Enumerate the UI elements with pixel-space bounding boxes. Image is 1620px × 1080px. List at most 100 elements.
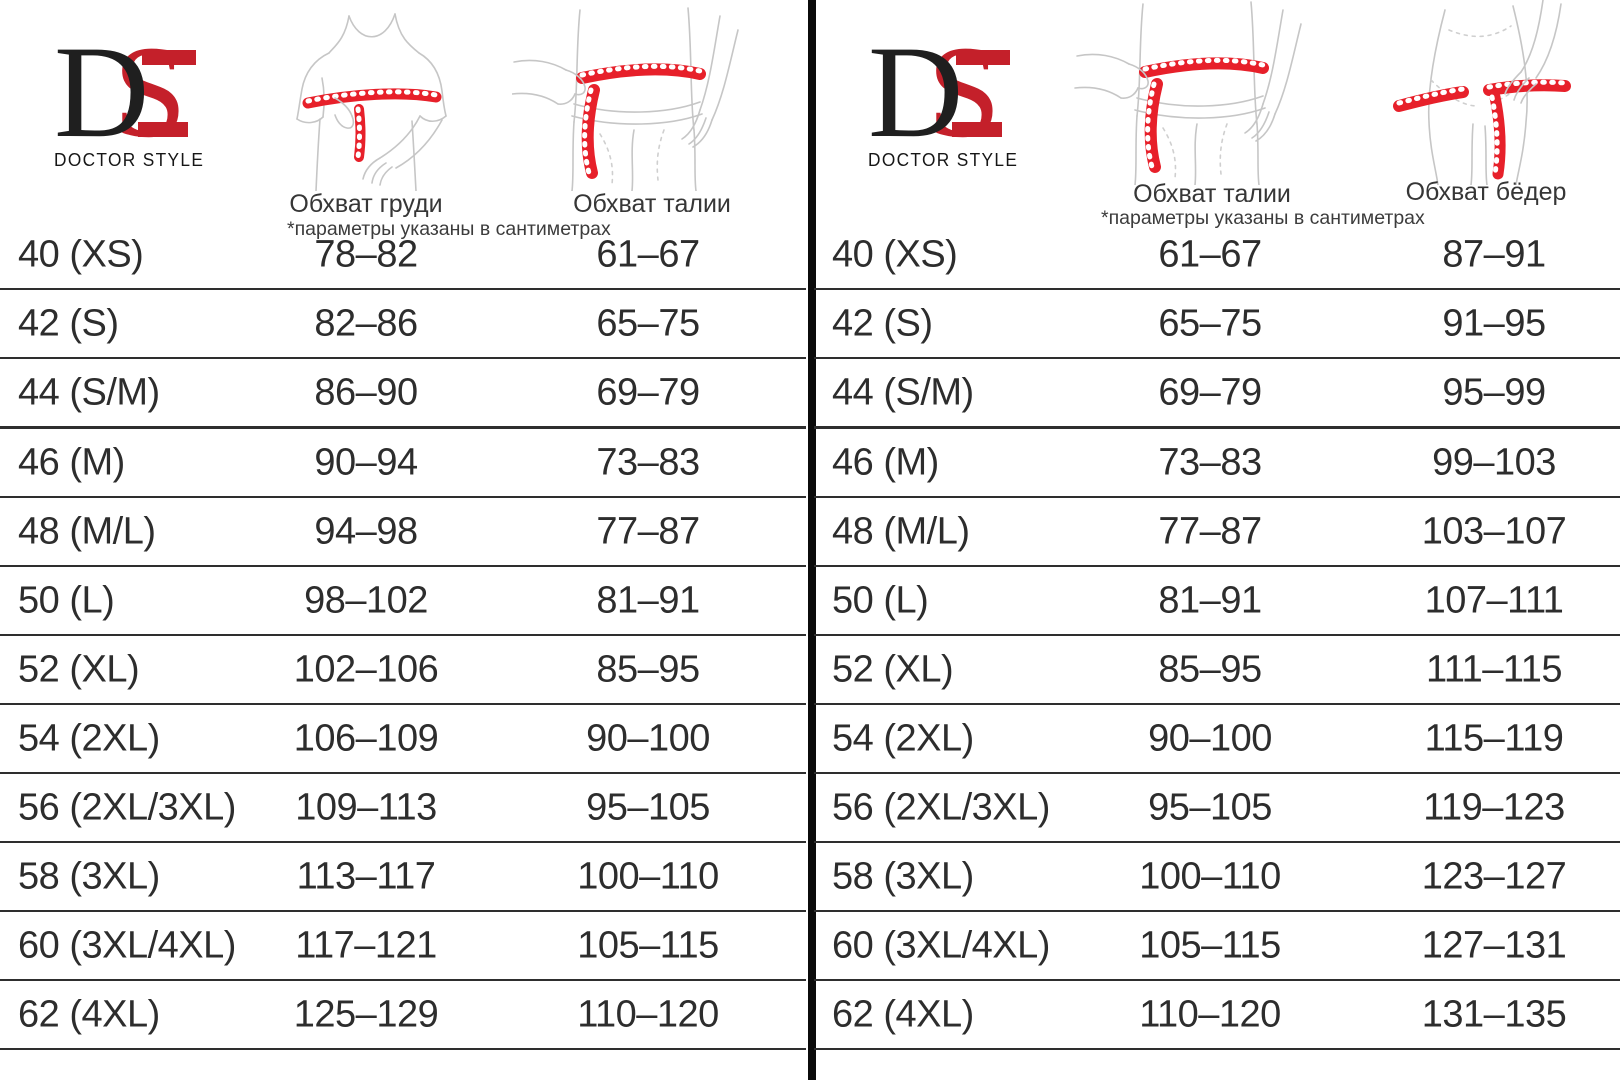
- size-label: 40 (XS): [18, 233, 144, 275]
- size-label: 50 (L): [832, 579, 929, 621]
- table-row: 56 (2XL/3XL) 109–113 95–105: [0, 774, 806, 843]
- measurement-value: 98–102: [304, 579, 428, 621]
- table-row: 50 (L) 98–102 81–91: [0, 567, 806, 636]
- table-row: 60 (3XL/4XL) 105–115 127–131: [814, 912, 1620, 981]
- measurement-value: 105–115: [1139, 924, 1281, 966]
- measurement-value: 103–107: [1421, 510, 1567, 552]
- measurement-value: 107–111: [1424, 579, 1564, 621]
- brand-name: DOCTOR STYLE: [868, 150, 1019, 170]
- table-row: 46 (M) 90–94 73–83: [0, 429, 806, 498]
- table-row: 56 (2XL/3XL) 95–105 119–123: [814, 774, 1620, 843]
- measurement-value: 65–75: [596, 302, 700, 344]
- table-row: 46 (M) 73–83 99–103: [814, 429, 1620, 498]
- measurement-value: 81–91: [1158, 579, 1262, 621]
- table-row: 44 (S/M) 69–79 95–99: [814, 359, 1620, 429]
- measurement-value: 65–75: [1158, 302, 1262, 344]
- size-table: 40 (XS) 78–82 61–67 42 (S) 82–86 65–75 44 (S/M…: [0, 221, 806, 1050]
- size-label: 58 (3XL): [18, 855, 160, 897]
- table-row: 58 (3XL) 100–110 123–127: [814, 843, 1620, 912]
- table-row: 50 (L) 81–91 107–111: [814, 567, 1620, 636]
- table-row: 40 (XS) 61–67 87–91: [814, 221, 1620, 290]
- measurement-value: 90–94: [314, 441, 418, 483]
- measurement-value: 82–86: [314, 302, 418, 344]
- brand-monogram: DS: [54, 26, 224, 158]
- measurement-value: 85–95: [596, 648, 700, 690]
- table-row: 42 (S) 65–75 91–95: [814, 290, 1620, 359]
- size-label: 48 (M/L): [18, 510, 156, 552]
- size-label: 44 (S/M): [832, 371, 974, 413]
- measurement-value: 111–115: [1426, 648, 1562, 690]
- table-row: 54 (2XL) 90–100 115–119: [814, 705, 1620, 774]
- table-row: 54 (2XL) 106–109 90–100: [0, 705, 806, 774]
- table-row: 52 (XL) 85–95 111–115: [814, 636, 1620, 705]
- table-row: 48 (M/L) 94–98 77–87: [0, 498, 806, 567]
- size-label: 56 (2XL/3XL): [832, 786, 1050, 828]
- logo-serif-block: [956, 50, 1010, 65]
- measurement-value: 94–98: [314, 510, 418, 552]
- brand-logo: DS DOCTOR STYLE: [868, 18, 1038, 171]
- measurement-value: 61–67: [1158, 233, 1262, 275]
- table-row: 58 (3XL) 113–117 100–110: [0, 843, 806, 912]
- brand-logo: DS DOCTOR STYLE: [54, 26, 224, 171]
- panel-chest-waist: DS DOCTOR STYLE Обхват груди Обхват тали…: [0, 0, 806, 1080]
- panel-divider: [808, 0, 816, 1080]
- size-label: 52 (XL): [832, 648, 954, 690]
- measurement-value: 95–105: [1148, 786, 1272, 828]
- logo-serif-block: [138, 122, 188, 137]
- measurement-value: 85–95: [1158, 648, 1262, 690]
- column-header-waist: Обхват талии: [1133, 180, 1291, 208]
- size-label: 62 (4XL): [832, 993, 974, 1035]
- measurement-value: 91–95: [1442, 302, 1546, 344]
- size-label: 46 (M): [18, 441, 125, 483]
- measurement-value: 73–83: [1158, 441, 1262, 483]
- measurement-value: 90–100: [586, 717, 710, 759]
- size-label: 58 (3XL): [832, 855, 974, 897]
- measurement-value: 69–79: [596, 371, 700, 413]
- measurement-value: 77–87: [1158, 510, 1262, 552]
- size-label: 62 (4XL): [18, 993, 160, 1035]
- waist-measurement-illustration: [1060, 0, 1320, 185]
- measurement-value: 105–115: [577, 924, 719, 966]
- table-row: 44 (S/M) 86–90 69–79: [0, 359, 806, 429]
- size-label: 60 (3XL/4XL): [832, 924, 1050, 966]
- table-row: 48 (M/L) 77–87 103–107: [814, 498, 1620, 567]
- measurement-value: 73–83: [596, 441, 700, 483]
- size-label: 42 (S): [18, 302, 119, 344]
- size-label: 50 (L): [18, 579, 115, 621]
- measurement-value: 113–117: [296, 855, 436, 897]
- measurement-value: 127–131: [1421, 924, 1567, 966]
- measurement-value: 90–100: [1148, 717, 1272, 759]
- panel-header: DS DOCTOR STYLE Обхват талии Обхват бёде…: [814, 0, 1620, 229]
- measurement-value: 106–109: [293, 717, 439, 759]
- measurement-value: 69–79: [1158, 371, 1262, 413]
- measurement-value: 78–82: [314, 233, 418, 275]
- measurement-value: 110–120: [1139, 993, 1281, 1035]
- measurement-value: 123–127: [1421, 855, 1567, 897]
- measurement-value: 100–110: [1139, 855, 1281, 897]
- units-note: *параметры указаны в сантиметрах: [287, 218, 611, 240]
- panel-waist-hips: DS DOCTOR STYLE Обхват талии Обхват бёде…: [814, 0, 1620, 1080]
- measurement-value: 87–91: [1442, 233, 1546, 275]
- logo-letter-d: D: [868, 18, 964, 165]
- table-row: 40 (XS) 78–82 61–67: [0, 221, 806, 290]
- table-row: 62 (4XL) 110–120 131–135: [814, 981, 1620, 1050]
- table-row: 52 (XL) 102–106 85–95: [0, 636, 806, 705]
- units-note: *параметры указаны в сантиметрах: [1101, 207, 1425, 229]
- measurement-value: 99–103: [1432, 441, 1556, 483]
- size-label: 40 (XS): [832, 233, 958, 275]
- measurement-value: 100–110: [577, 855, 719, 897]
- column-header-waist: Обхват талии: [573, 190, 731, 218]
- measurement-value: 95–99: [1442, 371, 1546, 413]
- size-label: 48 (M/L): [832, 510, 970, 552]
- column-header-chest: Обхват груди: [289, 190, 443, 218]
- size-label: 60 (3XL/4XL): [18, 924, 236, 966]
- logo-serif-block: [952, 122, 1002, 137]
- size-table: 40 (XS) 61–67 87–91 42 (S) 65–75 91–95 44 (S/M…: [814, 221, 1620, 1050]
- measurement-value: 131–135: [1421, 993, 1567, 1035]
- measurement-value: 61–67: [596, 233, 700, 275]
- measurement-value: 110–120: [577, 993, 719, 1035]
- measurement-value: 95–105: [586, 786, 710, 828]
- measurement-value: 86–90: [314, 371, 418, 413]
- chest-measurement-illustration: [272, 6, 472, 191]
